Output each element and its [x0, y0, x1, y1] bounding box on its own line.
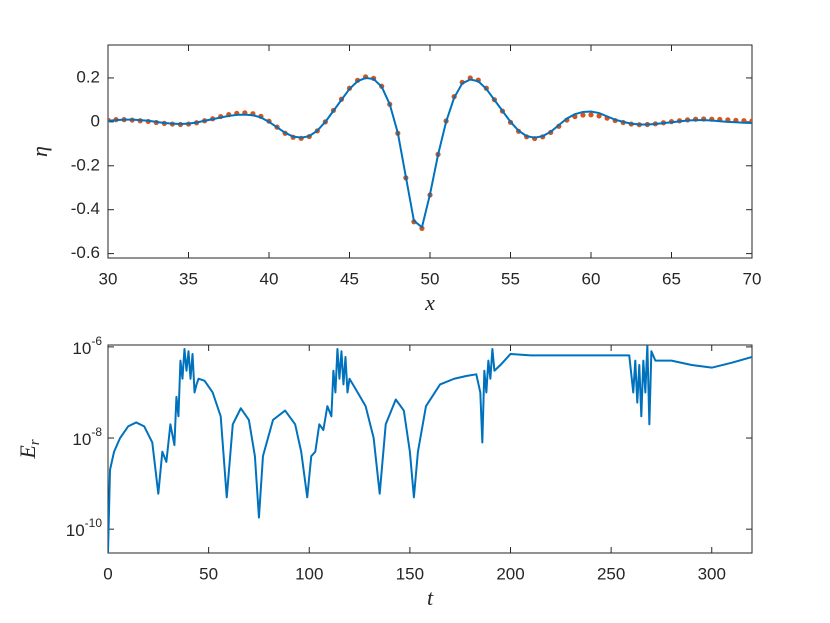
x-tick-label: 150: [396, 564, 424, 583]
label-subscript: r: [27, 439, 43, 445]
x-axis-label: t: [427, 585, 434, 610]
plot-area: [108, 345, 752, 553]
x-tick-label: 0: [103, 564, 112, 583]
y-tick-label: 10-10: [66, 516, 103, 540]
tick-base: 10: [72, 431, 91, 450]
axes-box: [107, 344, 753, 554]
data-point: [588, 112, 594, 118]
data-point: [580, 112, 586, 118]
x-tick-label: 55: [501, 269, 520, 288]
x-tick-label: 30: [99, 269, 118, 288]
subplot: 30 35 40 45 50 55 60 65 70 0.2 0 -0.2 -0.4 -0.6 x η: [27, 44, 762, 315]
y-tick-label: -0.4: [71, 199, 100, 218]
y-tick-label: 10-6: [72, 334, 102, 358]
x-tick-label: 300: [698, 564, 726, 583]
y-tick-label: -0.6: [71, 243, 100, 262]
label-base: E: [15, 445, 40, 460]
y-tick-label: 0.2: [76, 67, 100, 86]
tick-exponent: -10: [85, 516, 103, 530]
tick-exponent: -8: [91, 425, 102, 439]
x-tick-label: 45: [340, 269, 359, 288]
x-tick-label: 70: [743, 269, 762, 288]
x-tick-label: 40: [260, 269, 279, 288]
plot-area: [108, 74, 752, 231]
x-tick-label: 50: [421, 269, 440, 288]
x-tick-label: 65: [662, 269, 681, 288]
y-axis-label: Er: [15, 439, 43, 459]
x-tick-label: 50: [199, 564, 218, 583]
x-tick-label: 250: [597, 564, 625, 583]
y-axis-label: η: [27, 146, 52, 157]
x-axis-label: x: [424, 290, 435, 315]
y-tick-label: -0.2: [71, 155, 100, 174]
data-line: [108, 345, 752, 553]
data-line: [108, 76, 752, 229]
x-tick-label: 60: [582, 269, 601, 288]
y-tick-label: 0: [91, 111, 100, 130]
y-tick-label: 10-8: [72, 425, 102, 449]
x-tick-label: 100: [295, 564, 323, 583]
tick-exponent: -6: [91, 334, 102, 348]
x-tick-label: 35: [179, 269, 198, 288]
axes-box: [107, 44, 753, 259]
tick-base: 10: [72, 339, 91, 358]
x-tick-label: 200: [496, 564, 524, 583]
tick-base: 10: [66, 522, 85, 541]
